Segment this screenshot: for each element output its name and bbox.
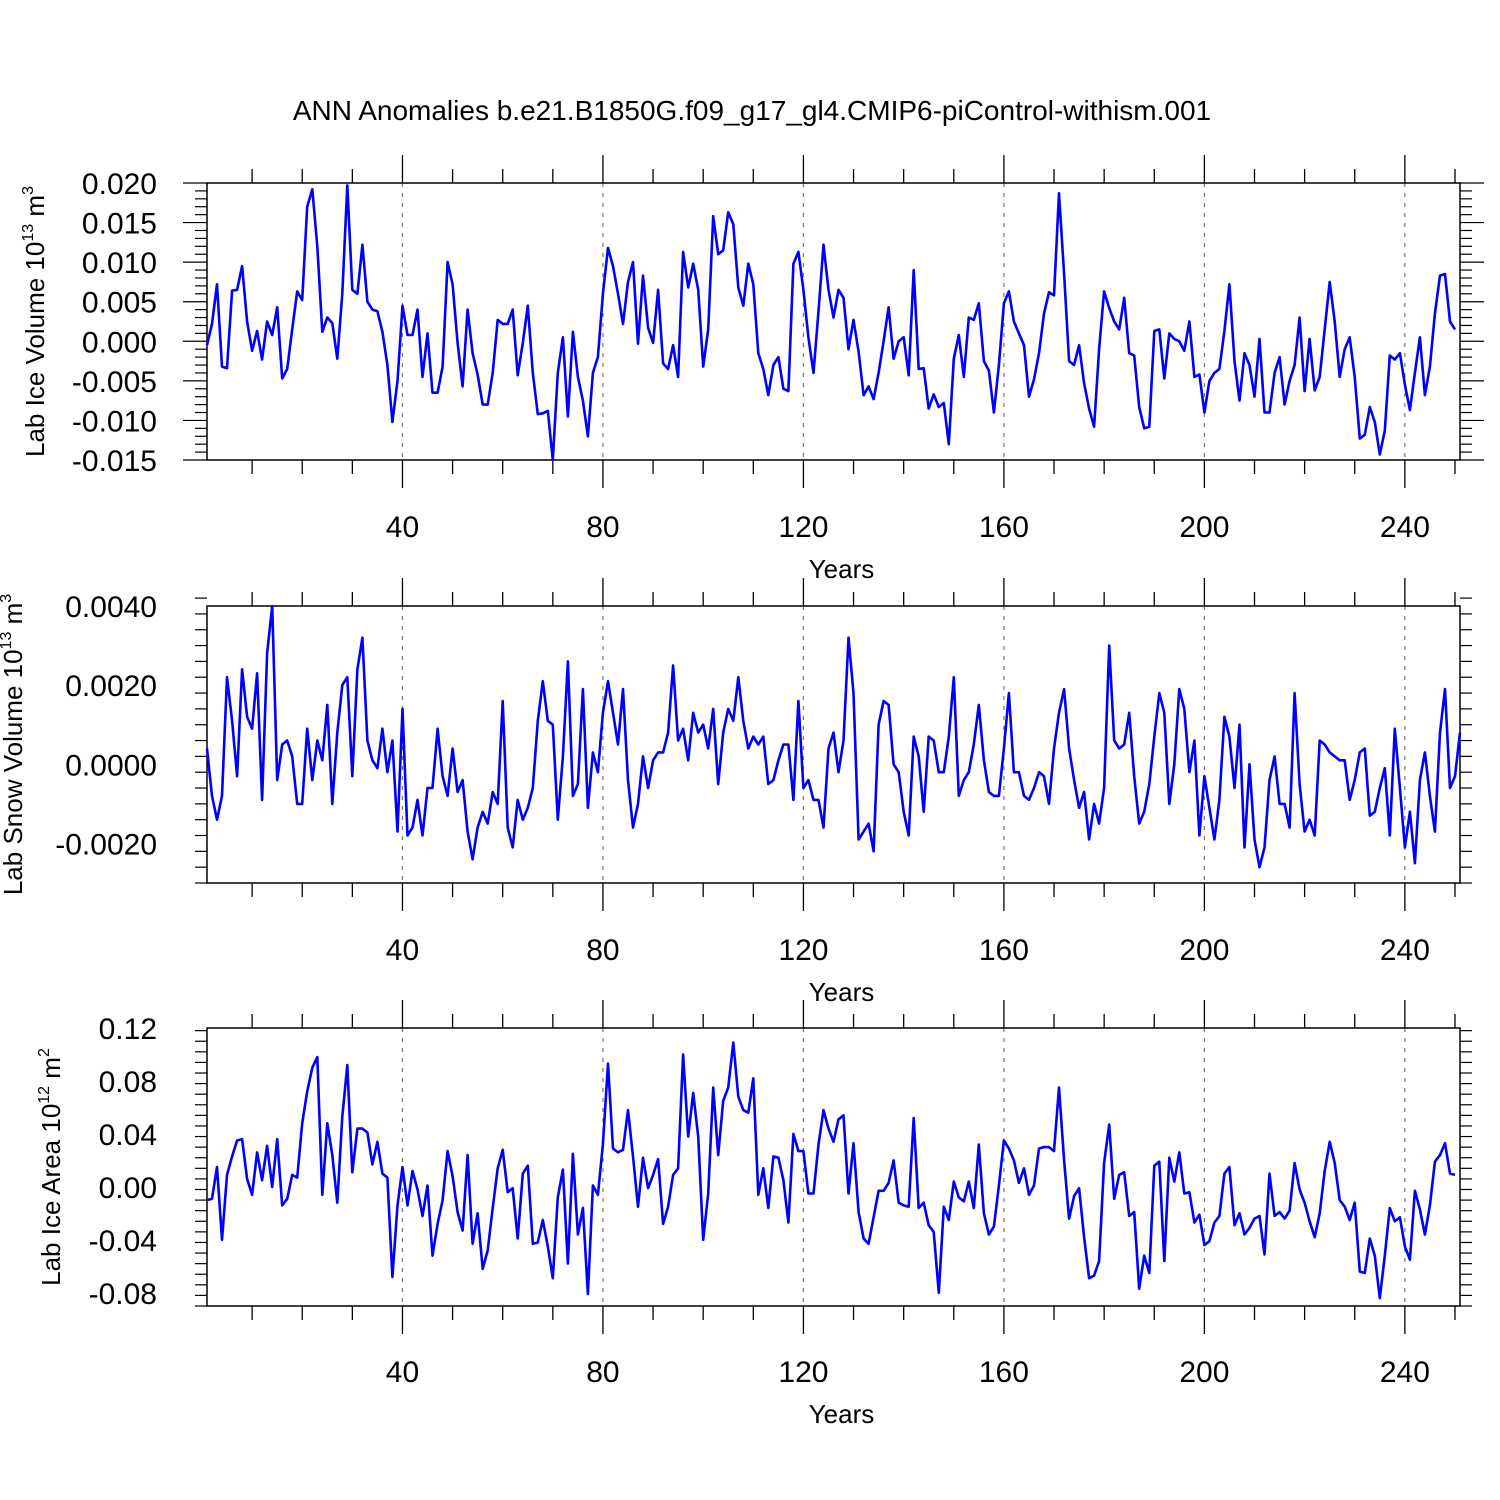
- plot-frame: [206, 605, 1461, 884]
- x-tick-label: 160: [979, 1356, 1029, 1389]
- y-tick-label: 0.04: [99, 1119, 157, 1152]
- y-tick-label: 0.00: [99, 1172, 157, 1205]
- y-tick-label: -0.010: [72, 405, 157, 438]
- plot-frame: [206, 182, 1461, 461]
- y-axis-label: Lab Ice Volume 1013 m3: [20, 186, 50, 457]
- y-tick-label: 0.015: [82, 208, 157, 241]
- y-tick-label: -0.005: [72, 366, 157, 399]
- chart-panel-1: 40 80 120 160 200 240 -0.015 -0.010 -0.005 0.000 0…: [20, 155, 1484, 584]
- series-line: [206, 1041, 1456, 1300]
- y-tick-label: 0.0020: [65, 670, 157, 703]
- y-tick-label: 0.000: [82, 326, 157, 359]
- y-tick-label: 0.08: [99, 1066, 157, 1099]
- figure-title: ANN Anomalies b.e21.B1850G.f09_g17_gl4.C…: [293, 95, 1211, 126]
- y-tick-label: 0.0000: [65, 749, 157, 782]
- x-tick-label: 160: [979, 934, 1029, 967]
- x-tick-label: 160: [979, 511, 1029, 544]
- y-axis-label: Lab Ice Area 1012 m2: [36, 1048, 66, 1286]
- x-axis-label: Years: [809, 554, 875, 584]
- x-tick-label: 40: [386, 934, 419, 967]
- chart-panel-2: 40 80 120 160 200 240 -0.0020 0.0000 0.0020 0.004…: [0, 578, 1472, 1007]
- x-tick-label: 120: [778, 934, 828, 967]
- y-tick-label: -0.04: [89, 1225, 157, 1258]
- x-tick-label: 240: [1380, 1356, 1430, 1389]
- x-tick-label: 200: [1179, 1356, 1229, 1389]
- y-tick-label: -0.0020: [55, 828, 157, 861]
- y-tick-label: -0.08: [89, 1278, 157, 1311]
- y-tick-label: 0.010: [82, 247, 157, 280]
- x-tick-label: 120: [778, 511, 828, 544]
- chart-panel-3: 40 80 120 160 200 240 -0.08 -0.04 0.00 0.04 0.08 0.…: [36, 1000, 1472, 1429]
- x-axis-label: Years: [809, 977, 875, 1007]
- x-tick-label: 80: [586, 934, 619, 967]
- panels: 40 80 120 160 200 240-0.015-0.010-0.0050.0000…: [0, 155, 1484, 1429]
- series-line: [205, 604, 1462, 869]
- y-tick-label: 0.005: [82, 287, 157, 320]
- x-tick-label: 240: [1380, 934, 1430, 967]
- x-tick-label: 80: [586, 1356, 619, 1389]
- x-tick-label: 200: [1179, 934, 1229, 967]
- x-tick-label: 120: [778, 1356, 828, 1389]
- y-tick-label: 0.020: [82, 168, 157, 201]
- series-line: [205, 184, 1457, 462]
- x-tick-label: 200: [1179, 511, 1229, 544]
- y-tick-label: 0.0040: [65, 591, 157, 624]
- x-tick-label: 40: [386, 1356, 419, 1389]
- x-axis-label: Years: [809, 1399, 875, 1429]
- plot-frame: [206, 1027, 1461, 1307]
- y-tick-label: -0.015: [72, 445, 157, 478]
- x-tick-label: 40: [386, 511, 419, 544]
- y-tick-label: 0.12: [99, 1013, 157, 1046]
- y-axis-label: Lab Snow Volume 1013 m3: [0, 594, 28, 895]
- x-tick-label: 80: [586, 511, 619, 544]
- x-tick-label: 240: [1380, 511, 1430, 544]
